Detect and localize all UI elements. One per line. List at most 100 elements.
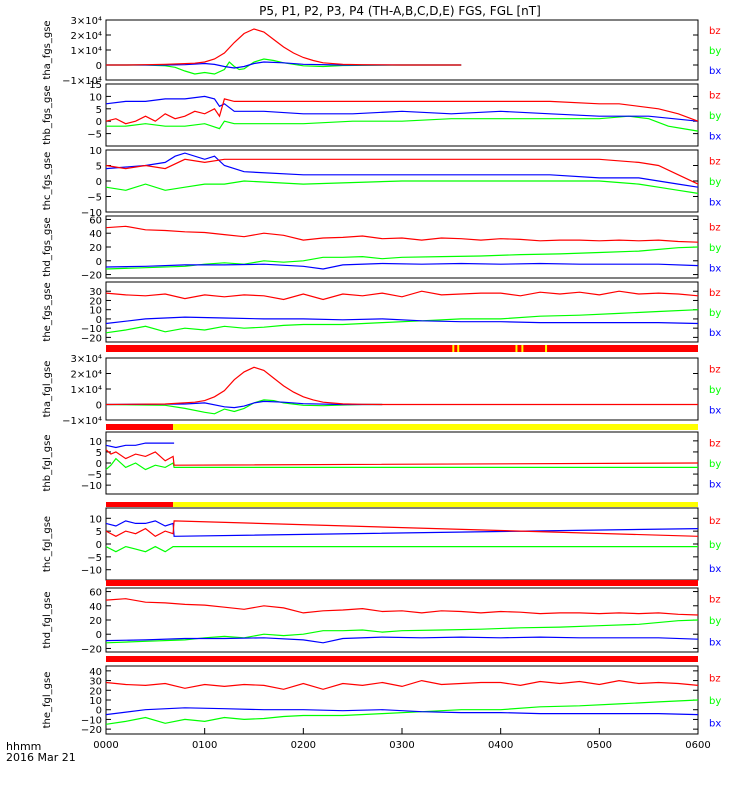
- series-line-by: [106, 310, 698, 333]
- series-line-by: [106, 116, 698, 131]
- legend-bx: bx: [709, 480, 721, 491]
- flag-segment-red: [106, 580, 698, 586]
- y-tick-label: 10: [89, 514, 102, 525]
- y-tick-label: −1×10⁴: [62, 416, 102, 427]
- y-axis-label: thb_fgl_gse: [42, 435, 53, 492]
- flag-segment-yellow: [452, 345, 454, 352]
- series-line-bx: [106, 317, 698, 323]
- flag-segment-yellow: [545, 345, 547, 352]
- legend-bz: bz: [709, 438, 721, 449]
- y-tick-label: 1×10⁴: [71, 385, 102, 396]
- series-line-bz: [106, 226, 698, 242]
- y-tick-label: 20: [89, 616, 102, 627]
- series-line-bz: [106, 681, 698, 690]
- y-axis-label: thc_fgs_gse: [42, 152, 53, 211]
- legend-by: by: [709, 385, 721, 396]
- y-tick-label: 5: [96, 162, 102, 173]
- y-axis-label: tha_fgs_gse: [42, 20, 53, 79]
- x-tick-label: 0400: [488, 740, 513, 751]
- legend-bx: bx: [709, 406, 721, 417]
- panel-thd_fgl_gse: 60 40 20 0 −20 thd_fgl_gse bz by bx: [42, 588, 721, 656]
- series-line-bz: [106, 521, 698, 536]
- panel-frame: [106, 216, 698, 278]
- y-tick-label: 60: [89, 588, 102, 599]
- x-axis: 0000 0100 0200 0300 0400 0500 0600: [93, 728, 710, 751]
- panel-tha_fgs_gse: 3×10⁴2×10⁴1×10⁴0−1×10⁴tha_fgs_gse bzbybx: [42, 16, 721, 87]
- series-line-bz: [106, 450, 698, 466]
- series-line-bz: [106, 599, 698, 615]
- series-line-by: [106, 700, 698, 724]
- y-tick-label: 0: [96, 61, 102, 72]
- x-tick-label: 0300: [389, 740, 414, 751]
- panel-thc_fgs_gse: 1050−5−10thc_fgs_gse bzbybx: [42, 146, 721, 219]
- legend-bx: bx: [709, 264, 721, 275]
- legend-by: by: [709, 46, 721, 57]
- panel-frame: [106, 20, 698, 80]
- flag-segment-red: [106, 345, 698, 352]
- legend-by: by: [709, 177, 721, 188]
- legend-bx: bx: [709, 198, 721, 209]
- y-tick-label: −20: [81, 333, 102, 344]
- series-line-bx: [106, 637, 698, 643]
- y-tick-label: −10: [81, 566, 102, 577]
- flag-segment-red: [106, 656, 698, 662]
- legend-bx: bx: [709, 564, 721, 575]
- series-line-bx: [106, 443, 174, 447]
- y-tick-label: −20: [81, 644, 102, 655]
- y-tick-label: 10: [89, 437, 102, 448]
- panel-tha_fgl_gse: 3×10⁴ 2×10⁴ 1×10⁴ 0 −1×10⁴ tha_fgl_gse bz by bx: [42, 354, 721, 427]
- panel-frame: [106, 666, 698, 734]
- panel-thc_fgl_gse: 10 5 0 −5 −10 thc_fgl_gse bz by bx: [42, 508, 721, 580]
- series-line-bx: [106, 264, 698, 270]
- legend-bx: bx: [709, 637, 721, 648]
- y-tick-label: 10: [89, 146, 102, 157]
- series-line-bx: [106, 708, 698, 715]
- x-tick-label: 0500: [587, 740, 612, 751]
- panel-the_fgs_gse: 3020100−10−20the_fgs_gse bzbybx: [42, 282, 721, 344]
- legend-bz: bz: [709, 516, 721, 527]
- legend-bx: bx: [709, 132, 721, 143]
- legend-bx: bx: [709, 66, 721, 77]
- flag-bars-group: [106, 345, 698, 662]
- legend-bz: bz: [709, 90, 721, 101]
- y-tick-label: 0: [96, 401, 102, 412]
- y-tick-label: −5: [87, 130, 102, 141]
- panel-frame: [106, 84, 698, 146]
- legend-by: by: [709, 540, 721, 551]
- y-tick-label: 40: [89, 602, 102, 613]
- flag-bar: [106, 424, 698, 430]
- flag-bar: [106, 580, 698, 586]
- y-axis-label: the_fgs_gse: [42, 282, 53, 341]
- series-line-by: [106, 247, 698, 269]
- y-axis-label: thd_fgl_gse: [42, 592, 53, 649]
- legend-by: by: [709, 308, 721, 319]
- legend-by: by: [709, 696, 721, 707]
- flag-bar: [106, 502, 698, 507]
- y-tick-label: 20: [89, 243, 102, 254]
- flag-segment-yellow: [457, 345, 459, 352]
- flag-segment-yellow: [515, 345, 517, 352]
- date-label: 2016 Mar 21: [6, 751, 76, 764]
- series-line-bz: [106, 291, 698, 299]
- y-tick-label: 1×10⁴: [71, 46, 102, 57]
- flag-segment-yellow: [173, 502, 698, 507]
- x-tick-label: 0100: [192, 740, 217, 751]
- flag-segment-red: [106, 502, 173, 507]
- legend-by: by: [709, 459, 721, 470]
- y-tick-label: −20: [81, 271, 102, 282]
- y-tick-label: 15: [89, 80, 102, 91]
- chart-title: P5, P1, P2, P3, P4 (TH-A,B,C,D,E) FGS, F…: [259, 4, 541, 18]
- y-tick-label: 5: [96, 448, 102, 459]
- y-tick-label: 40: [89, 229, 102, 240]
- x-tick-label: 0000: [93, 740, 118, 751]
- series-line-by: [106, 400, 382, 414]
- flag-segment-red: [106, 424, 173, 430]
- series-line-by: [106, 547, 698, 552]
- flag-bar: [106, 656, 698, 662]
- y-tick-label: 3×10⁴: [71, 354, 102, 365]
- legend-bx: bx: [709, 328, 721, 339]
- legend-bz: bz: [709, 26, 721, 37]
